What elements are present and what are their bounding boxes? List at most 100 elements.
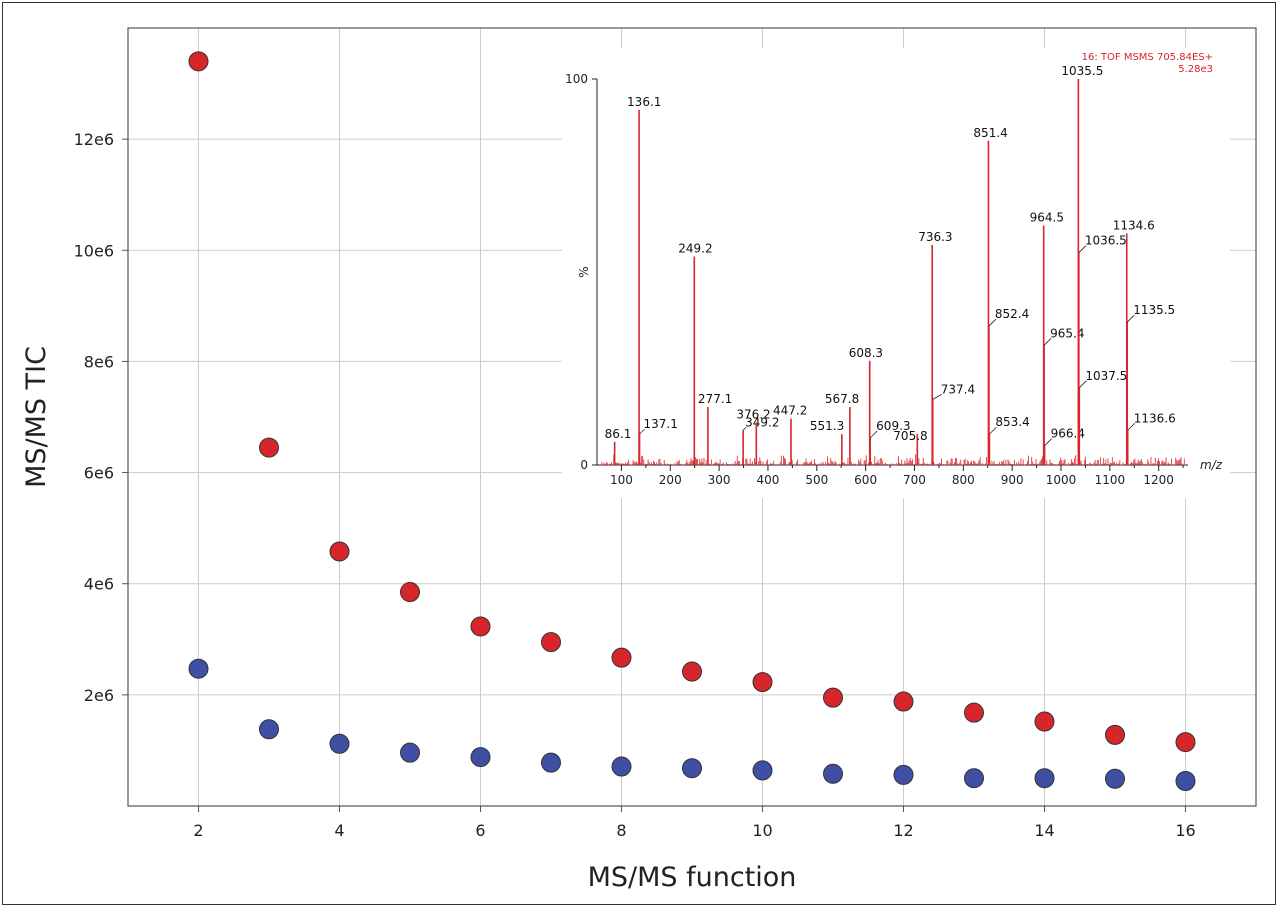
peak-label: 1035.5 xyxy=(1061,64,1103,78)
red-series-point xyxy=(682,661,702,682)
peak-label: 964.5 xyxy=(1030,211,1064,225)
plot-border xyxy=(127,27,1257,807)
peak-label: 736.3 xyxy=(918,230,952,244)
peak-label: 1135.5 xyxy=(1133,303,1175,317)
inset-x-tick-label: 600 xyxy=(854,473,877,487)
x-tick-label: 16 xyxy=(1175,821,1195,840)
red-series-point xyxy=(1034,711,1055,732)
peak-label-leader xyxy=(989,426,997,435)
peak-label-leader xyxy=(1126,314,1135,323)
blue-series-point xyxy=(964,768,984,789)
blue-series-point xyxy=(541,752,561,773)
inset-y-tick-label: 0 xyxy=(580,458,588,472)
peak-label-leader xyxy=(1127,422,1136,431)
inset-x-tick-label: 100 xyxy=(610,473,633,487)
inset-x-tick-label: 400 xyxy=(756,473,779,487)
peak-label: 737.4 xyxy=(941,382,975,396)
peak-label: 277.1 xyxy=(698,392,732,406)
inset-x-axis-title: m/z xyxy=(1200,458,1223,472)
x-axis-title: MS/MS function xyxy=(588,862,797,893)
peak-label-leader xyxy=(742,426,747,431)
blue-series-point xyxy=(1105,768,1125,789)
spectrum-header: 16: TOF MSMS 705.84ES+ xyxy=(1082,52,1213,63)
peak-label-leader xyxy=(1078,245,1087,253)
blue-series-point xyxy=(329,733,350,754)
red-series-point xyxy=(541,632,561,653)
inset-x-tick-label: 200 xyxy=(659,473,682,487)
peak-label-leader xyxy=(1079,380,1087,389)
peak-label: 851.4 xyxy=(973,126,1007,140)
red-series-point xyxy=(752,672,773,693)
blue-series-point xyxy=(1175,770,1196,791)
red-series-point xyxy=(188,51,209,72)
y-tick-label: 6e6 xyxy=(84,464,114,483)
inset-x-tick-label: 700 xyxy=(903,473,926,487)
red-series-point xyxy=(823,687,843,708)
peak-label-leader xyxy=(869,430,878,439)
peak-label: 609.3 xyxy=(876,419,910,433)
blue-series-point xyxy=(823,763,843,784)
red-series-point xyxy=(329,541,350,562)
blue-series-point xyxy=(611,756,632,777)
peak-label: 1136.6 xyxy=(1134,411,1176,425)
series-layer xyxy=(188,51,1196,791)
blue-series-point xyxy=(400,742,420,763)
peak-label: 447.2 xyxy=(773,404,807,418)
peak-label-leader xyxy=(639,428,645,435)
blue-series-point xyxy=(1034,768,1055,789)
red-series-point xyxy=(1175,732,1196,753)
x-tick-label: 10 xyxy=(752,821,772,840)
inset-x-tick-label: 1200 xyxy=(1143,473,1174,487)
red-series-point xyxy=(470,616,491,637)
blue-series-point xyxy=(259,719,279,740)
y-tick-label: 8e6 xyxy=(84,352,114,371)
y-axis-title: MS/MS TIC xyxy=(21,346,52,488)
peak-label: 608.3 xyxy=(849,346,883,360)
peak-label: 1134.6 xyxy=(1113,218,1155,232)
x-tick-label: 4 xyxy=(334,821,344,840)
red-series-point xyxy=(964,702,984,723)
red-series-point xyxy=(611,647,632,668)
inset-y-axis-title: % xyxy=(577,266,591,277)
inset-spectrum: 1000%100 200 300 400 500 600 700 800 900 1000 1100… xyxy=(565,52,1223,487)
x-tick-label: 14 xyxy=(1034,821,1054,840)
peak-label: 376.2 xyxy=(736,408,770,422)
y-tick-label: 2e6 xyxy=(84,686,114,705)
peak-label: 1036.5 xyxy=(1085,234,1127,248)
red-series-point xyxy=(1105,724,1125,745)
red-series-point xyxy=(893,691,914,712)
peak-label: 86.1 xyxy=(605,427,632,441)
peak-label: 249.2 xyxy=(678,242,712,256)
peak-label: 965.4 xyxy=(1050,326,1084,340)
blue-series-point xyxy=(188,658,209,679)
blue-series-point xyxy=(470,747,491,768)
peak-label-leader xyxy=(932,394,942,400)
peak-label: 349.2 xyxy=(745,415,779,429)
peak-label: 551.3 xyxy=(810,419,844,433)
peak-label: 705.8 xyxy=(893,429,927,443)
y-tick-label: 10e6 xyxy=(74,241,114,260)
x-tick-label: 12 xyxy=(893,821,913,840)
blue-series-point xyxy=(893,764,914,785)
y-tick-label: 12e6 xyxy=(74,130,114,149)
peak-label: 966.4 xyxy=(1051,427,1085,441)
inset-y-tick-label: 100 xyxy=(565,72,588,86)
inset-background xyxy=(562,48,1230,498)
peak-label-leader xyxy=(988,318,997,327)
red-series-point xyxy=(400,582,420,603)
peak-label: 567.8 xyxy=(825,392,859,406)
peak-label: 853.4 xyxy=(995,415,1029,429)
blue-series-point xyxy=(752,760,773,781)
peak-label-leader xyxy=(1043,338,1052,346)
spectrum-intensity-scale: 5.28e3 xyxy=(1178,64,1213,75)
inset-x-tick-label: 300 xyxy=(708,473,731,487)
x-tick-label: 8 xyxy=(616,821,626,840)
x-tick-label: 6 xyxy=(475,821,485,840)
peak-label: 137.1 xyxy=(644,417,678,431)
red-series-point xyxy=(259,437,279,458)
inset-x-tick-label: 1100 xyxy=(1095,473,1126,487)
blue-series-point xyxy=(682,758,702,779)
inset-x-tick-label: 1000 xyxy=(1046,473,1077,487)
peak-label: 1037.5 xyxy=(1085,369,1127,383)
